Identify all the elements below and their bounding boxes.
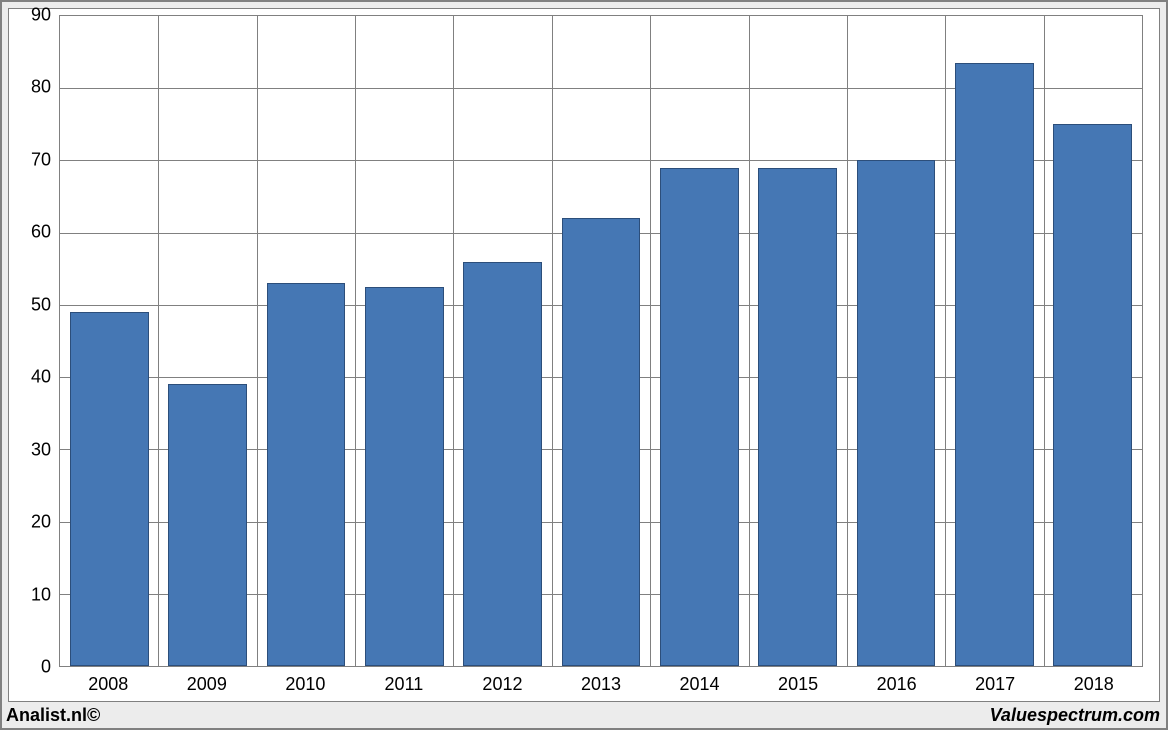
x-tick-label: 2012 xyxy=(482,674,522,695)
y-tick-label: 60 xyxy=(31,222,51,243)
chart-card: 0 10 20 30 40 50 60 70 80 90 2008 2009 2010 2011 2012… xyxy=(8,8,1160,702)
x-tick-label: 2008 xyxy=(88,674,128,695)
gridline-v xyxy=(552,16,553,666)
bar xyxy=(758,168,837,666)
x-tick-label: 2009 xyxy=(187,674,227,695)
gridline-v xyxy=(749,16,750,666)
bar xyxy=(168,384,247,666)
y-axis-labels: 0102030405060708090 xyxy=(9,15,55,667)
x-tick-label: 2013 xyxy=(581,674,621,695)
y-tick-label: 90 xyxy=(31,5,51,26)
gridline-v xyxy=(158,16,159,666)
gridline-v xyxy=(945,16,946,666)
y-tick-label: 10 xyxy=(31,584,51,605)
x-axis-labels: 2008 2009 2010 2011 2012 2013 2014 2015 2016 2017… xyxy=(59,671,1143,701)
x-tick-label: 2015 xyxy=(778,674,818,695)
y-tick-label: 30 xyxy=(31,439,51,460)
x-tick-label: 2016 xyxy=(877,674,917,695)
gridline-v xyxy=(355,16,356,666)
x-tick-label: 2014 xyxy=(680,674,720,695)
bar xyxy=(267,283,346,666)
x-tick-label: 2018 xyxy=(1074,674,1114,695)
bar xyxy=(562,218,641,666)
x-tick-label: 2011 xyxy=(385,674,424,695)
bar xyxy=(1053,124,1132,666)
x-tick-label: 2017 xyxy=(975,674,1015,695)
y-tick-label: 80 xyxy=(31,77,51,98)
y-tick-label: 0 xyxy=(41,657,51,678)
gridline-v xyxy=(257,16,258,666)
gridline-v xyxy=(453,16,454,666)
y-tick-label: 20 xyxy=(31,512,51,533)
y-tick-label: 50 xyxy=(31,294,51,315)
y-tick-label: 70 xyxy=(31,149,51,170)
footer-left-credit: Analist.nl© xyxy=(6,705,100,726)
gridline-v xyxy=(1044,16,1045,666)
bar xyxy=(857,160,936,666)
plot-area xyxy=(59,15,1143,667)
x-tick-label: 2010 xyxy=(285,674,325,695)
gridline-v xyxy=(650,16,651,666)
bar xyxy=(955,63,1034,666)
bar xyxy=(660,168,739,666)
y-tick-label: 40 xyxy=(31,367,51,388)
chart-frame: 0 10 20 30 40 50 60 70 80 90 2008 2009 2010 2011 2012… xyxy=(0,0,1168,730)
bar xyxy=(70,312,149,666)
footer-right-credit: Valuespectrum.com xyxy=(990,705,1160,726)
gridline-v xyxy=(847,16,848,666)
bar xyxy=(365,287,444,666)
bar xyxy=(463,262,542,666)
